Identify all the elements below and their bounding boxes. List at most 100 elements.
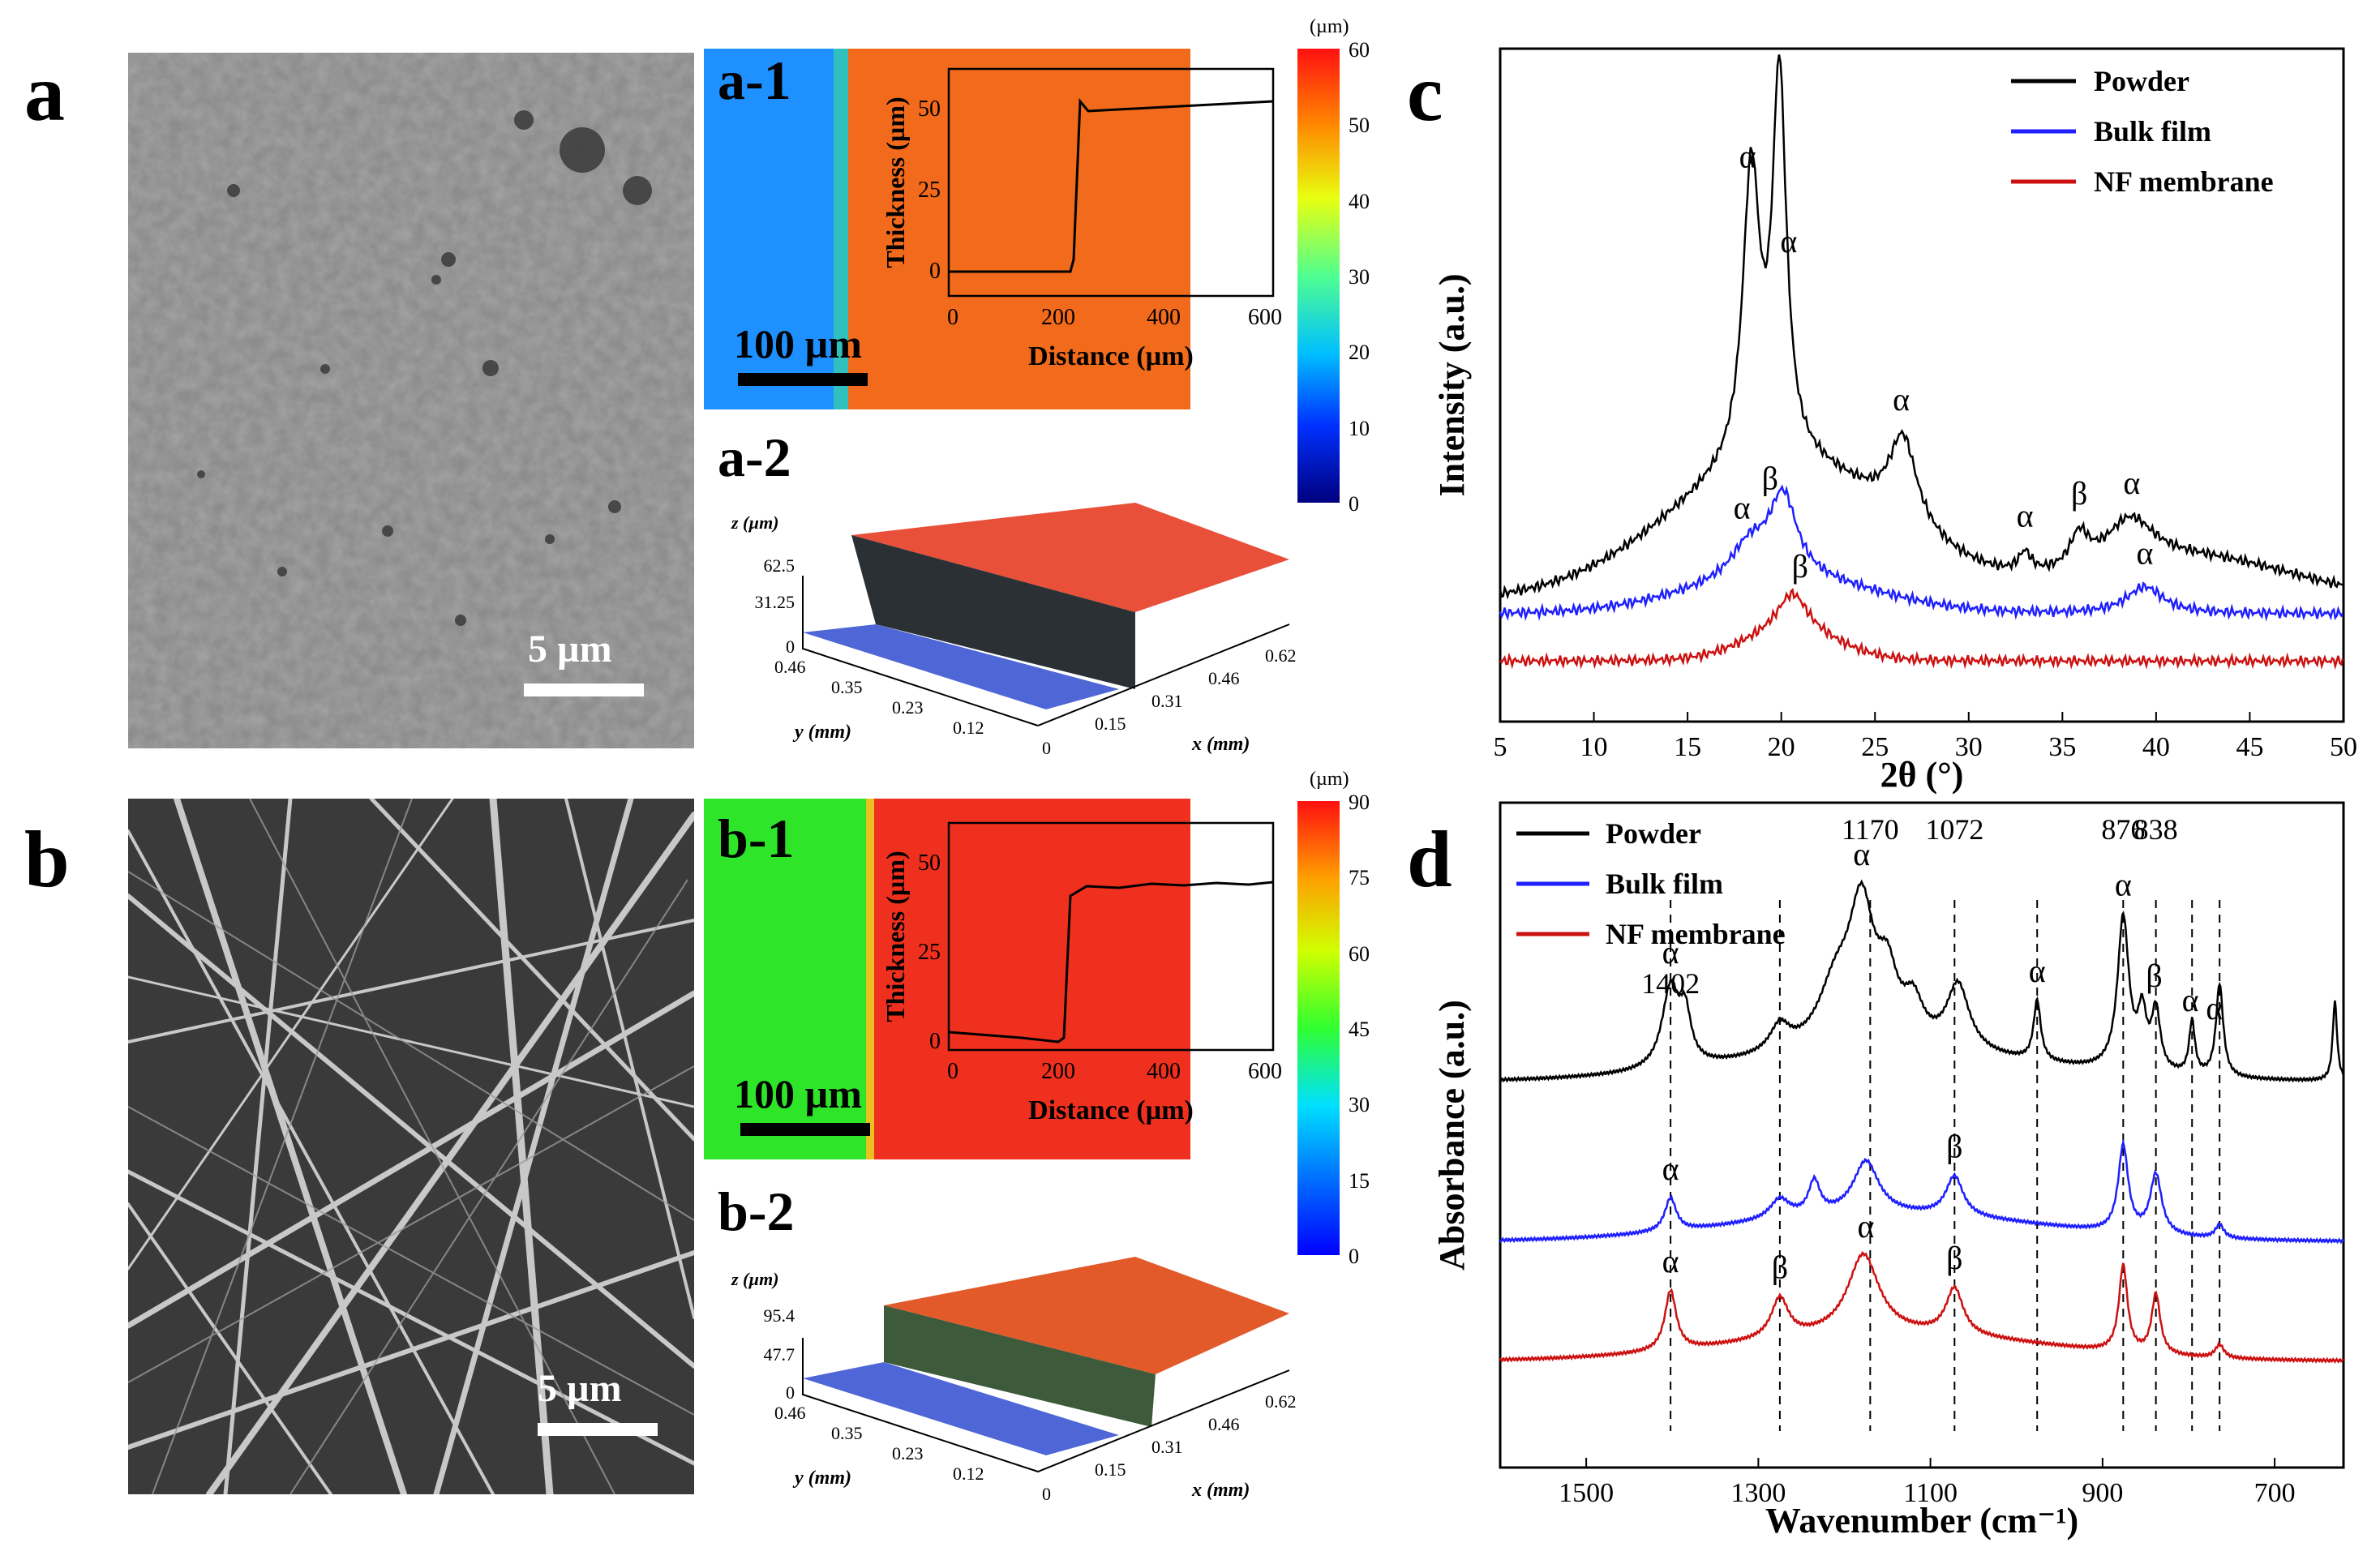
scale-bar-label: 5 µm — [538, 1367, 622, 1410]
xtick: 0 — [947, 1059, 958, 1084]
colorbar-tick: 30 — [1349, 1093, 1370, 1116]
peak-annotation: α — [2206, 990, 2223, 1026]
ytick: 0 — [929, 259, 941, 284]
axis-lines — [802, 1338, 1290, 1473]
colorbar-tick: 40 — [1349, 190, 1370, 213]
x-tick-label: 1500 — [1559, 1478, 1614, 1508]
y-tick: 0.23 — [892, 697, 924, 718]
z-tick: 0 — [786, 1382, 795, 1403]
x-axis-label: 2θ (°) — [1880, 755, 1964, 795]
colorbar-gradient — [1297, 49, 1340, 503]
legend-label: Powder — [2094, 65, 2189, 97]
y-tick: 0.35 — [831, 1423, 863, 1443]
colorbar-tick: 10 — [1349, 417, 1370, 440]
xtick: 200 — [1041, 1059, 1075, 1084]
x-tick: 0.31 — [1151, 691, 1183, 711]
colorbar-a1: (µm) 60 50 40 30 20 10 0 — [1297, 16, 1370, 516]
xtick: 200 — [1041, 305, 1075, 330]
colorbar-tick: 0 — [1349, 1245, 1359, 1268]
peak-annotation: α — [1858, 1208, 1875, 1245]
wavenumber-label: 838 — [2134, 813, 2178, 846]
ytick: 50 — [918, 96, 941, 122]
panel-label-a: a — [24, 48, 65, 138]
colorbar-tick: 75 — [1349, 866, 1370, 889]
legend-label: Bulk film — [1606, 868, 1723, 900]
colorbar-tick: 0 — [1349, 492, 1359, 516]
peak-annotation: α — [1734, 489, 1751, 525]
panel-label-d: d — [1407, 814, 1452, 904]
plot-frame — [1499, 801, 2345, 1469]
sublabel-b2: b-2 — [718, 1181, 795, 1242]
peak-annotation: β — [1762, 460, 1778, 496]
x-tick: 0.62 — [1265, 645, 1297, 666]
colorbar-gradient — [1297, 801, 1340, 1255]
x-tick: 0.46 — [1208, 1414, 1240, 1434]
peak-annotation: β — [1792, 548, 1808, 585]
z-tick: 31.25 — [755, 592, 795, 612]
sem-image-nf-membrane: 5 µm — [128, 799, 694, 1494]
x-tick: 0.15 — [1095, 714, 1126, 734]
y-axis-label: Absorbance (a.u.) — [1432, 1000, 1472, 1271]
peak-annotation: α — [1662, 934, 1679, 971]
peak-annotation: α — [1662, 1243, 1679, 1279]
panel-label-c: c — [1407, 48, 1443, 138]
surface-top — [884, 1257, 1289, 1374]
surface-3d-b2: z (µm) 95.4 47.7 0 0.46 0.35 0.23 0.12 y… — [731, 1257, 1297, 1504]
z-tick: 62.5 — [764, 555, 795, 576]
scale-bar-a1 — [738, 373, 868, 386]
x-tick-label: 25 — [1861, 732, 1889, 762]
peak-annotation: α — [1739, 139, 1756, 175]
legend-label: Bulk film — [2094, 115, 2211, 148]
peak-annotation: β — [1946, 1240, 1962, 1276]
colorbar-tick: 50 — [1349, 114, 1370, 137]
sublabel-a2: a-2 — [718, 426, 791, 488]
xtick: 0 — [947, 305, 958, 330]
sem-texture — [128, 53, 694, 748]
x-tick: 0.31 — [1151, 1437, 1183, 1457]
scale-bar-label-b1: 100 µm — [734, 1071, 862, 1116]
inset-xlabel: Distance (µm) — [1028, 1095, 1194, 1125]
inset-y-ticks: 0 25 50 — [918, 96, 941, 284]
series-line-bulk-film — [1499, 1138, 2345, 1245]
x-tick-label: 20 — [1768, 732, 1795, 762]
ytick: 25 — [918, 178, 941, 203]
surface-step — [851, 535, 1135, 689]
wavenumber-label: 1170 — [1842, 813, 1899, 846]
thickness-curve — [949, 98, 1274, 273]
surface-low — [803, 624, 1119, 709]
x-tick-label: 1300 — [1730, 1478, 1786, 1508]
thickness-profile-a1: 0 25 50 0 200 400 600 Distance (µm) Thic… — [881, 67, 1281, 371]
inset-ylabel: Thickness (µm) — [881, 851, 910, 1022]
panel-b1 — [704, 799, 1280, 1176]
xtick: 400 — [1147, 1059, 1181, 1084]
xtick: 600 — [1248, 1059, 1281, 1084]
xtick: 400 — [1147, 305, 1181, 330]
x-axis-label: Wavenumber (cm⁻¹) — [1765, 1501, 2078, 1541]
scale-bar-label: 5 µm — [528, 628, 612, 671]
wavenumber-label: 876 — [2101, 813, 2145, 846]
peak-annotation: α — [2137, 535, 2154, 572]
z-tick: 0 — [786, 636, 795, 657]
peak-annotation: β — [1946, 1129, 1962, 1165]
z-tick: 95.4 — [764, 1305, 795, 1326]
peak-annotation: α — [2017, 498, 2034, 534]
colorbar-unit: (µm) — [1310, 16, 1349, 37]
sublabel-b1: b-1 — [718, 808, 795, 869]
peak-annotation: α — [2123, 465, 2140, 501]
peak-annotation: α — [1893, 381, 1910, 418]
y-tick: 0.46 — [774, 1403, 806, 1423]
x-tick-label: 5 — [1494, 732, 1507, 762]
sem-image-bulk-film: 5 µm — [128, 53, 694, 748]
x-tick: 0.62 — [1265, 1391, 1297, 1412]
peak-annotation: β — [1772, 1249, 1788, 1285]
z-axis-label: z (µm) — [731, 1269, 779, 1289]
xtick: 600 — [1248, 305, 1281, 330]
colorbar-tick: 90 — [1349, 791, 1370, 814]
z-tick: 47.7 — [764, 1344, 795, 1365]
peak-annotation: α — [1853, 836, 1870, 872]
x-tick: 0.46 — [1208, 668, 1240, 688]
scale-bar — [538, 1423, 658, 1436]
y-tick: 0.12 — [953, 1463, 984, 1484]
